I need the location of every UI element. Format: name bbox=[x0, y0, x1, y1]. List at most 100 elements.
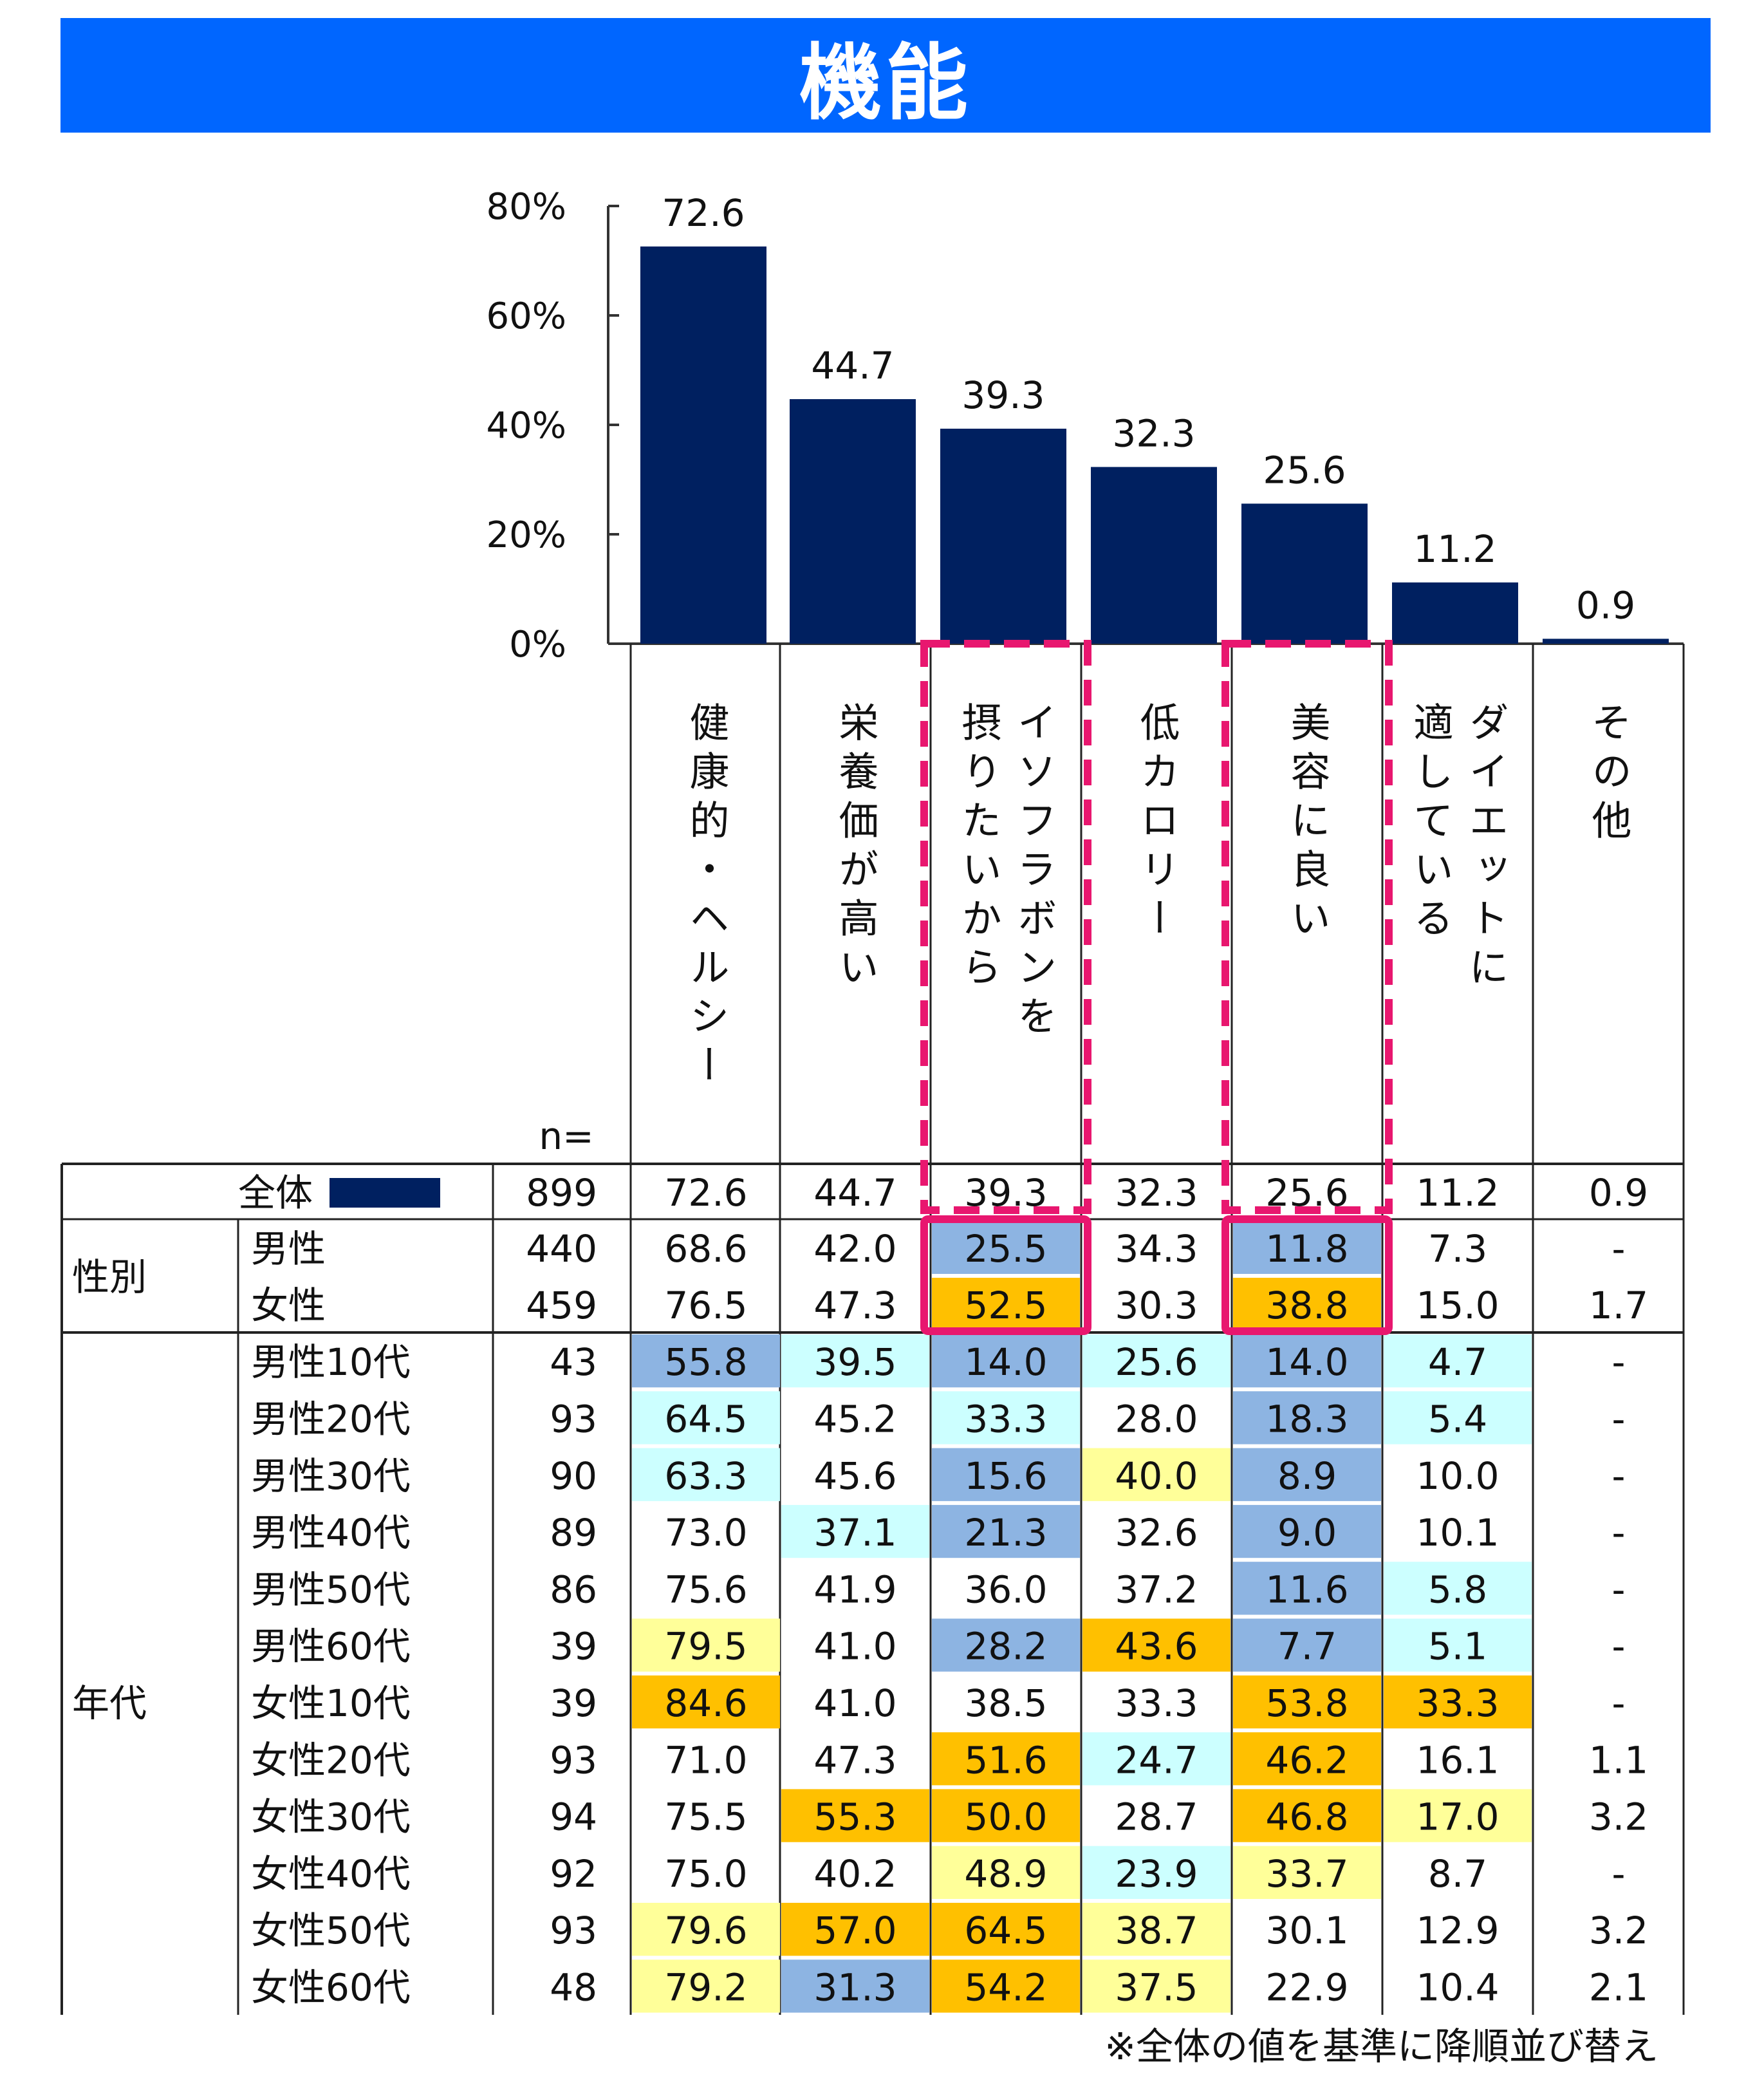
cell-value: 11.8 bbox=[1265, 1227, 1348, 1271]
bar bbox=[1241, 503, 1368, 644]
cell-value: - bbox=[1612, 1227, 1626, 1271]
row-n: 92 bbox=[550, 1852, 597, 1896]
bar-value-label: 39.3 bbox=[961, 373, 1044, 417]
cell-value: 73.0 bbox=[664, 1511, 747, 1555]
category-label: その他 bbox=[1585, 702, 1632, 848]
cell-value: 38.7 bbox=[1115, 1909, 1198, 1952]
cell-value: 38.5 bbox=[964, 1681, 1047, 1725]
cell-value: 14.0 bbox=[1265, 1340, 1348, 1384]
cell-value: 75.5 bbox=[664, 1795, 747, 1839]
cell-value: 30.3 bbox=[1115, 1284, 1198, 1327]
cell-highlight bbox=[932, 1789, 1080, 1842]
cell-value: 8.9 bbox=[1277, 1454, 1337, 1498]
title-banner: 機能 bbox=[60, 18, 1711, 133]
legend-swatch bbox=[330, 1178, 440, 1208]
cell-highlight bbox=[932, 1334, 1080, 1388]
cell-value: 41.0 bbox=[813, 1625, 896, 1669]
cell-highlight bbox=[1384, 1789, 1532, 1842]
row-n: 48 bbox=[550, 1965, 597, 2009]
cell-highlight bbox=[632, 1391, 780, 1444]
cell-value: - bbox=[1612, 1340, 1626, 1384]
bar bbox=[1543, 639, 1669, 644]
cell-value: 10.0 bbox=[1416, 1454, 1499, 1498]
cell-value: 9.0 bbox=[1277, 1511, 1337, 1555]
cell-value: 45.6 bbox=[813, 1454, 896, 1498]
cell-value: 4.7 bbox=[1428, 1340, 1487, 1384]
cell-value: 10.4 bbox=[1416, 1965, 1499, 2009]
group-label-age: 年代 bbox=[72, 1681, 147, 1725]
cell-highlight bbox=[781, 1334, 929, 1388]
cell-value: - bbox=[1612, 1681, 1626, 1725]
category-label: 低カロリー bbox=[1133, 702, 1180, 946]
cell-value: 37.2 bbox=[1115, 1567, 1198, 1611]
cell-highlight bbox=[1384, 1675, 1532, 1729]
cell-value: 47.3 bbox=[813, 1738, 896, 1782]
cell-value: 71.0 bbox=[664, 1738, 747, 1782]
cell-value: 18.3 bbox=[1265, 1397, 1348, 1441]
cell-highlight bbox=[932, 1278, 1080, 1331]
cell-highlight bbox=[1384, 1618, 1532, 1672]
cell-highlight bbox=[1233, 1618, 1381, 1672]
cell-highlight bbox=[1082, 1732, 1230, 1786]
row-n: 86 bbox=[550, 1567, 597, 1611]
row-label: 男性20代 bbox=[251, 1397, 411, 1441]
cell-value: 33.3 bbox=[1115, 1681, 1198, 1725]
cell-value: 55.3 bbox=[813, 1795, 896, 1839]
bar-value-label: 44.7 bbox=[811, 344, 894, 388]
cell-value: - bbox=[1612, 1454, 1626, 1498]
cell-value: 1.7 bbox=[1589, 1284, 1648, 1327]
cell-value: 46.2 bbox=[1265, 1738, 1348, 1782]
cell-highlight bbox=[1233, 1846, 1381, 1899]
cell-value: 30.1 bbox=[1265, 1909, 1348, 1952]
cell-value: 14.0 bbox=[964, 1340, 1047, 1384]
cell-value: 41.9 bbox=[813, 1567, 896, 1611]
row-label-total: 全体 bbox=[238, 1171, 313, 1215]
cell-value: 53.8 bbox=[1265, 1681, 1348, 1725]
row-n: 93 bbox=[550, 1909, 597, 1952]
row-label: 女性 bbox=[251, 1284, 326, 1327]
cell-value: 63.3 bbox=[664, 1454, 747, 1498]
cell-value: 16.1 bbox=[1416, 1738, 1499, 1782]
cell-value: 23.9 bbox=[1115, 1852, 1198, 1896]
cell-value: 84.6 bbox=[664, 1681, 747, 1725]
cell-value: 50.0 bbox=[964, 1795, 1047, 1839]
cell-value: 0.9 bbox=[1589, 1171, 1648, 1215]
cell-value: 7.7 bbox=[1277, 1625, 1337, 1669]
cell-highlight bbox=[632, 1448, 780, 1501]
highlight-solid-box bbox=[1221, 1215, 1393, 1335]
cell-value: 31.3 bbox=[813, 1965, 896, 2009]
cell-highlight bbox=[781, 1504, 929, 1558]
cell-highlight bbox=[1233, 1221, 1381, 1274]
cell-highlight bbox=[1233, 1448, 1381, 1501]
cell-value: 34.3 bbox=[1115, 1227, 1198, 1271]
cell-value: - bbox=[1612, 1625, 1626, 1669]
cell-value: 47.3 bbox=[813, 1284, 896, 1327]
bar-value-label: 11.2 bbox=[1413, 527, 1496, 571]
bar bbox=[640, 246, 766, 644]
cell-value: 55.8 bbox=[664, 1340, 747, 1384]
y-tick-label: 60% bbox=[487, 295, 566, 337]
cell-value: 40.2 bbox=[813, 1852, 896, 1896]
cell-highlight bbox=[932, 1448, 1080, 1501]
cell-value: 25.6 bbox=[1115, 1340, 1198, 1384]
cell-highlight bbox=[1233, 1675, 1381, 1729]
cell-highlight bbox=[932, 1732, 1080, 1786]
cell-value: 46.8 bbox=[1265, 1795, 1348, 1839]
cell-value: 72.6 bbox=[664, 1171, 747, 1215]
row-n: 94 bbox=[550, 1795, 597, 1839]
row-n: 440 bbox=[526, 1227, 597, 1271]
row-label: 男性60代 bbox=[251, 1625, 411, 1669]
cell-value: 51.6 bbox=[964, 1738, 1047, 1782]
cell-value: 48.9 bbox=[964, 1852, 1047, 1896]
highlight-dashed-box bbox=[920, 640, 1091, 1214]
cell-highlight bbox=[1082, 1846, 1230, 1899]
cell-value: 15.6 bbox=[964, 1454, 1047, 1498]
cell-value: 25.5 bbox=[964, 1227, 1047, 1271]
y-tick-label: 80% bbox=[487, 186, 566, 228]
cell-value: - bbox=[1612, 1567, 1626, 1611]
cell-value: 38.8 bbox=[1265, 1284, 1348, 1327]
highlight-solid-box bbox=[920, 1215, 1091, 1335]
cell-value: 24.7 bbox=[1115, 1738, 1198, 1782]
cell-value: 5.1 bbox=[1428, 1625, 1487, 1669]
sort-note: ※全体の値を基準に降順並び替え bbox=[1104, 2024, 1658, 2068]
